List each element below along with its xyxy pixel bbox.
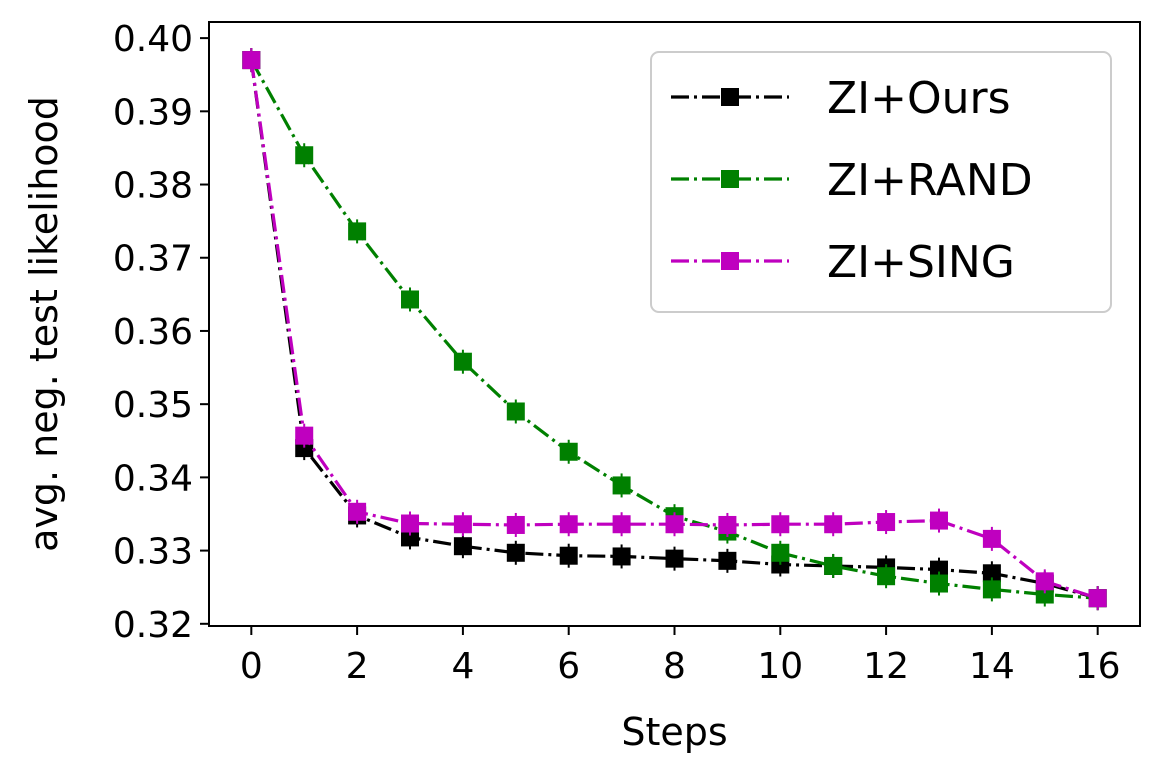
data-point-marker [295,426,314,445]
y-tick-label: 0.33 [113,532,193,573]
data-point-marker [665,515,684,534]
y-tick-label: 0.34 [113,458,193,499]
legend-marker [721,252,739,270]
legend-label: ZI+Ours [827,73,1011,124]
x-axis-label: Steps [621,710,727,754]
y-tick-label: 0.36 [113,312,193,353]
y-tick-label: 0.35 [113,385,193,426]
data-point-marker [718,515,737,534]
data-point-marker [1035,572,1054,591]
data-point-marker [242,51,261,70]
x-tick-label: 10 [757,646,803,687]
data-point-marker [453,352,472,371]
y-tick-label: 0.40 [113,19,193,60]
legend-entry: ZI+SING [671,237,1015,288]
data-point-marker [506,543,525,562]
data-point-marker [506,515,525,534]
y-axis-label: avg. neg. test likelihood [22,96,66,552]
legend-marker [721,88,739,106]
y-tick-label: 0.32 [113,605,193,646]
x-tick-label: 8 [663,646,686,687]
legend: ZI+Ours ZI+RAND ZI+SING [650,51,1112,313]
data-point-marker [348,222,367,241]
data-point-marker [824,556,843,575]
x-tick-label: 12 [863,646,909,687]
legend-marker [721,170,739,188]
data-point-marker [982,564,1001,583]
y-tick-label: 0.39 [113,92,193,133]
data-point-marker [929,574,948,593]
plot-layer [242,48,1107,611]
x-tick-label: 6 [557,646,580,687]
data-point-marker [612,547,631,566]
data-point-marker [877,513,896,532]
x-tick-label: 4 [451,646,474,687]
data-point-marker [824,515,843,534]
data-point-marker [665,549,684,568]
legend-entry: ZI+Ours [671,73,1011,124]
series-zi-sing [242,48,1107,611]
data-point-marker [559,546,578,565]
data-point-marker [1088,589,1107,608]
data-point-marker [982,580,1001,599]
y-tick-label: 0.37 [113,239,193,280]
data-point-marker [559,515,578,534]
data-point-marker [401,290,420,309]
data-point-marker [401,528,420,547]
data-point-marker [348,502,367,521]
y-tick-label: 0.38 [113,166,193,207]
data-point-marker [877,567,896,586]
data-point-marker [929,511,948,530]
data-point-marker [401,514,420,533]
data-point-marker [295,146,314,165]
data-point-marker [718,551,737,570]
data-point-marker [929,560,948,579]
y-axis: 0.32 0.33 0.34 0.35 0.36 0.37 0.38 0.39 0.40 [113,19,209,646]
data-point-marker [612,515,631,534]
data-point-marker [771,543,790,562]
data-point-marker [453,537,472,556]
legend-box [650,51,1112,313]
data-point-marker [559,442,578,461]
data-point-marker [506,402,525,421]
legend-label: ZI+SING [827,237,1015,288]
data-point-marker [453,515,472,534]
data-point-marker [982,529,1001,548]
x-tick-label: 16 [1075,646,1121,687]
x-tick-label: 2 [346,646,369,687]
x-tick-label: 0 [240,646,263,687]
legend-entry: ZI+RAND [671,155,1033,206]
data-point-marker [612,476,631,495]
x-axis: 0 2 4 6 8 10 12 14 16 [240,626,1121,687]
data-point-marker [771,515,790,534]
x-tick-label: 14 [969,646,1015,687]
legend-label: ZI+RAND [827,155,1033,206]
